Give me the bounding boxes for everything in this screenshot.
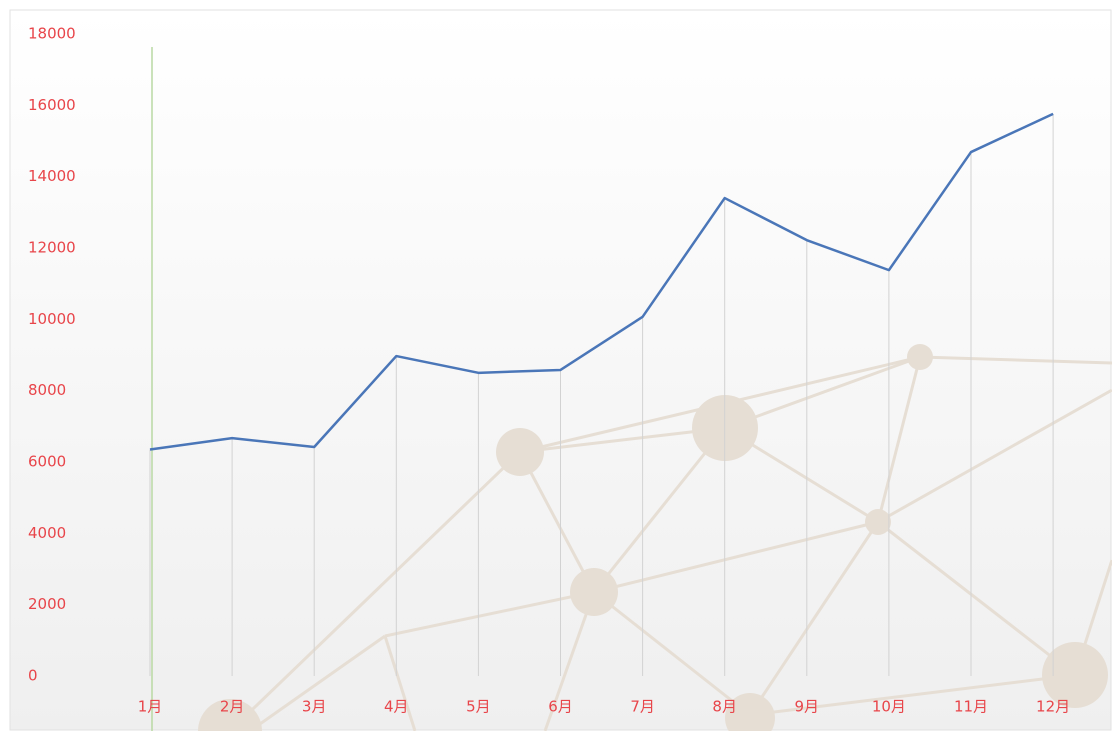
chart: 0 2000 4000 6000 8000 10000 12000 14000 16000 180… <box>0 0 1112 731</box>
x-tick-label: 1月 <box>138 698 163 716</box>
x-tick-label: 8月 <box>712 698 737 716</box>
y-tick-label: 0 <box>28 667 38 685</box>
x-tick-label: 6月 <box>548 698 573 716</box>
y-tick-label: 10000 <box>28 310 76 328</box>
page: 0 2000 4000 6000 8000 10000 12000 14000 16000 180… <box>0 0 1112 731</box>
y-tick-label: 12000 <box>28 239 76 257</box>
y-tick-label: 2000 <box>28 595 66 613</box>
y-tick-label: 6000 <box>28 453 66 471</box>
x-tick-label: 12月 <box>1036 698 1070 716</box>
x-tick-label: 7月 <box>630 698 655 716</box>
x-tick-label: 10月 <box>872 698 906 716</box>
y-tick-label: 4000 <box>28 524 66 542</box>
x-tick-label: 9月 <box>795 698 820 716</box>
x-tick-label: 2月 <box>220 698 245 716</box>
y-tick-label: 18000 <box>28 25 76 43</box>
x-tick-label: 11月 <box>954 698 988 716</box>
y-tick-label: 14000 <box>28 167 76 185</box>
x-tick-label: 5月 <box>466 698 491 716</box>
x-tick-label: 3月 <box>302 698 327 716</box>
y-tick-label: 8000 <box>28 381 66 399</box>
y-tick-label: 16000 <box>28 96 76 114</box>
x-tick-label: 4月 <box>384 698 409 716</box>
